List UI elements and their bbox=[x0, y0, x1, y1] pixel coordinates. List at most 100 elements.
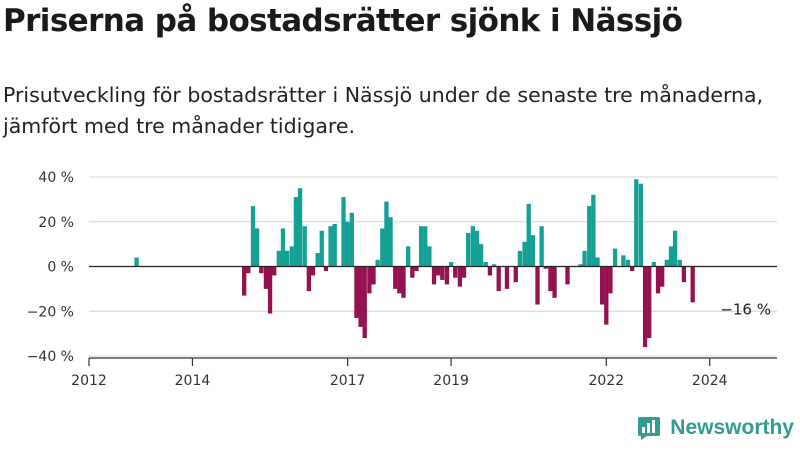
bar bbox=[375, 259, 380, 267]
bar bbox=[543, 266, 548, 269]
bar bbox=[595, 257, 600, 267]
bar bbox=[280, 228, 286, 267]
bar bbox=[436, 266, 441, 276]
x-tick-label: 2019 bbox=[433, 373, 469, 389]
newsworthy-logo-icon bbox=[638, 417, 661, 440]
bar bbox=[310, 266, 316, 276]
bar bbox=[345, 221, 350, 267]
bar bbox=[457, 266, 463, 287]
x-tick-label: 2017 bbox=[330, 373, 366, 389]
bar bbox=[440, 266, 445, 280]
bar bbox=[388, 217, 393, 267]
x-tick-label: 2024 bbox=[692, 373, 728, 389]
bar bbox=[358, 266, 363, 327]
bar bbox=[600, 266, 605, 305]
bar bbox=[453, 266, 458, 278]
bar bbox=[242, 266, 247, 296]
bar bbox=[672, 230, 678, 267]
x-tick-label: 2014 bbox=[175, 373, 211, 389]
bar bbox=[504, 266, 510, 289]
bar bbox=[461, 266, 467, 278]
bar bbox=[380, 228, 385, 267]
bar bbox=[349, 212, 354, 267]
bar bbox=[302, 226, 307, 267]
bar bbox=[418, 226, 424, 267]
bar bbox=[470, 226, 475, 267]
bar bbox=[634, 179, 639, 267]
bar bbox=[401, 266, 406, 298]
bar bbox=[630, 266, 635, 271]
last-value-label: −16 % bbox=[720, 300, 771, 318]
y-tick-label: 20 % bbox=[38, 215, 74, 231]
bar bbox=[491, 264, 497, 267]
bar bbox=[539, 226, 544, 267]
brand-name: Newsworthy bbox=[670, 416, 794, 439]
bar bbox=[427, 246, 432, 267]
bar bbox=[625, 259, 631, 267]
bar bbox=[660, 266, 665, 287]
bar bbox=[384, 201, 389, 267]
bar bbox=[354, 266, 359, 318]
bar bbox=[397, 266, 402, 294]
bar bbox=[431, 266, 437, 285]
bar bbox=[612, 248, 618, 267]
bar bbox=[565, 266, 570, 285]
bar bbox=[474, 230, 480, 267]
bar bbox=[267, 266, 273, 314]
bar bbox=[604, 266, 609, 325]
bar bbox=[642, 266, 648, 348]
bar bbox=[250, 206, 256, 267]
bar bbox=[466, 232, 471, 267]
bar bbox=[513, 266, 518, 283]
bar bbox=[690, 266, 695, 303]
bar bbox=[608, 266, 613, 294]
bar bbox=[319, 230, 324, 267]
bar bbox=[423, 226, 428, 267]
bar bbox=[332, 223, 337, 267]
bar bbox=[323, 266, 329, 271]
bar bbox=[582, 250, 587, 267]
bar bbox=[526, 203, 531, 267]
bar bbox=[496, 266, 501, 292]
bar bbox=[487, 266, 493, 276]
bar bbox=[410, 266, 415, 278]
bar bbox=[306, 266, 311, 292]
bar bbox=[517, 250, 523, 267]
bar bbox=[414, 266, 419, 271]
bar bbox=[371, 266, 376, 285]
bar bbox=[259, 266, 264, 274]
bar bbox=[483, 262, 488, 267]
bar bbox=[668, 246, 674, 267]
bar bbox=[367, 266, 372, 294]
bar bbox=[621, 255, 626, 267]
bar bbox=[655, 266, 661, 294]
bar bbox=[328, 226, 333, 267]
bar bbox=[647, 266, 652, 339]
bar bbox=[254, 228, 260, 267]
bar bbox=[362, 266, 367, 339]
bar bbox=[134, 257, 139, 267]
footer-brand: Newsworthy bbox=[636, 415, 794, 441]
bar bbox=[406, 246, 411, 267]
y-tick-label: 40 % bbox=[38, 170, 74, 186]
bar bbox=[638, 183, 644, 267]
bar bbox=[664, 259, 669, 267]
bar bbox=[289, 246, 294, 267]
bar bbox=[522, 241, 527, 267]
bar bbox=[587, 206, 592, 267]
bar bbox=[552, 266, 557, 298]
bar bbox=[272, 266, 277, 276]
chart-subtitle: Prisutveckling för bostadsrätter i Nässj… bbox=[3, 83, 764, 138]
bar bbox=[535, 266, 540, 305]
bar bbox=[263, 266, 269, 289]
bar bbox=[478, 244, 484, 267]
bar bbox=[651, 262, 657, 267]
chart-title: Priserna på bostadsrätter sjönk i Nässjö bbox=[3, 3, 683, 39]
bar bbox=[677, 259, 682, 267]
bar bbox=[591, 194, 596, 267]
bar bbox=[315, 253, 320, 267]
bar bbox=[548, 266, 553, 292]
bar bbox=[530, 235, 535, 267]
bar bbox=[448, 262, 454, 267]
